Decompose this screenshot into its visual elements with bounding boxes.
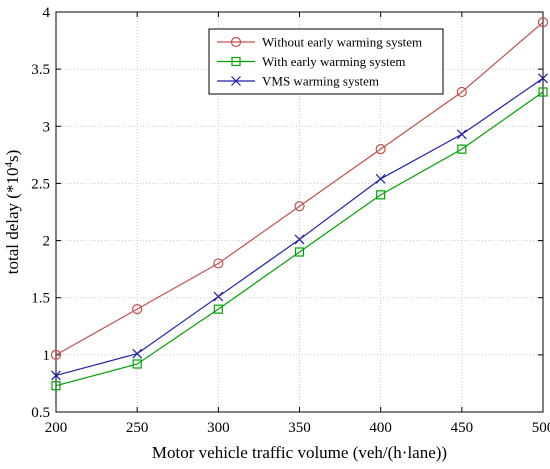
y-axis-label: total delay (*104s) (3, 150, 22, 274)
marker-x-stroke (456, 129, 467, 140)
data-point (538, 73, 548, 84)
data-point (538, 87, 548, 97)
y-tick-label: 3 (43, 119, 51, 135)
series-3 (51, 73, 548, 381)
x-axis-label: Motor vehicle traffic volume (veh/(h·lan… (152, 443, 447, 462)
series-layer (50, 17, 549, 391)
legend-label: Without early warming system (262, 35, 422, 50)
x-tick-label: 300 (207, 420, 230, 436)
legend-item-2: With early warming system (217, 54, 406, 69)
y-tick-label: 0.5 (31, 405, 50, 421)
marker-x-stroke (132, 348, 143, 359)
legend-item-1: Without early warming system (217, 35, 422, 50)
data-point (375, 144, 386, 155)
data-point (294, 201, 305, 212)
y-tick-label: 2 (43, 234, 51, 250)
x-tick-label: 250 (126, 420, 149, 436)
data-point (132, 348, 143, 359)
y-axis-label-exponent: 4 (3, 162, 15, 168)
y-tick-label: 1.5 (31, 291, 50, 307)
series-2 (51, 87, 548, 391)
marker-x-stroke (375, 173, 386, 184)
legend-item-3: VMS warming system (217, 74, 379, 89)
x-tick-label: 350 (288, 420, 311, 436)
data-point (376, 190, 386, 200)
data-point (50, 349, 62, 360)
data-point (456, 129, 467, 140)
data-point (294, 247, 305, 257)
data-point (375, 173, 386, 184)
marker-x-stroke (538, 73, 548, 84)
data-point (51, 370, 61, 381)
series-1 (50, 17, 549, 360)
marker-x-stroke (231, 76, 241, 86)
y-axis-label-unit: s) (3, 150, 22, 162)
data-point (456, 86, 467, 98)
legend-label: VMS warming system (262, 74, 379, 89)
data-point (132, 359, 142, 369)
y-axis-label-main: total delay (*10 (3, 168, 22, 275)
x-tick-label: 500 (532, 420, 550, 436)
axis-ticks: 200 250 300 350 400 450 500 0.5 1 1.5 2 2.5 3 3.5 4 (31, 5, 550, 436)
y-tick-label: 4 (43, 5, 51, 21)
data-point (213, 258, 224, 269)
series-line (55, 91, 544, 387)
marker-x-stroke (213, 291, 224, 302)
legend-label: With early warming system (262, 54, 406, 69)
legend-marker (231, 76, 241, 86)
marker-x-stroke (294, 234, 305, 245)
x-tick-label: 400 (369, 420, 392, 436)
y-tick-label: 1 (43, 348, 51, 364)
x-tick-label: 450 (451, 420, 474, 436)
y-tick-label: 3.5 (31, 62, 50, 78)
data-point (294, 234, 305, 245)
data-point (132, 304, 143, 315)
data-point (537, 17, 549, 28)
legend-marker (230, 36, 242, 48)
data-point (213, 304, 223, 314)
data-point (51, 381, 61, 391)
legend: Without early warming system With early w… (208, 28, 444, 95)
data-point (213, 291, 224, 302)
data-point (457, 144, 467, 154)
legend-marker (231, 56, 241, 67)
marker-x-stroke (51, 370, 61, 381)
y-tick-label: 2.5 (31, 176, 50, 192)
x-tick-label: 200 (45, 420, 68, 436)
series-line (55, 21, 544, 356)
